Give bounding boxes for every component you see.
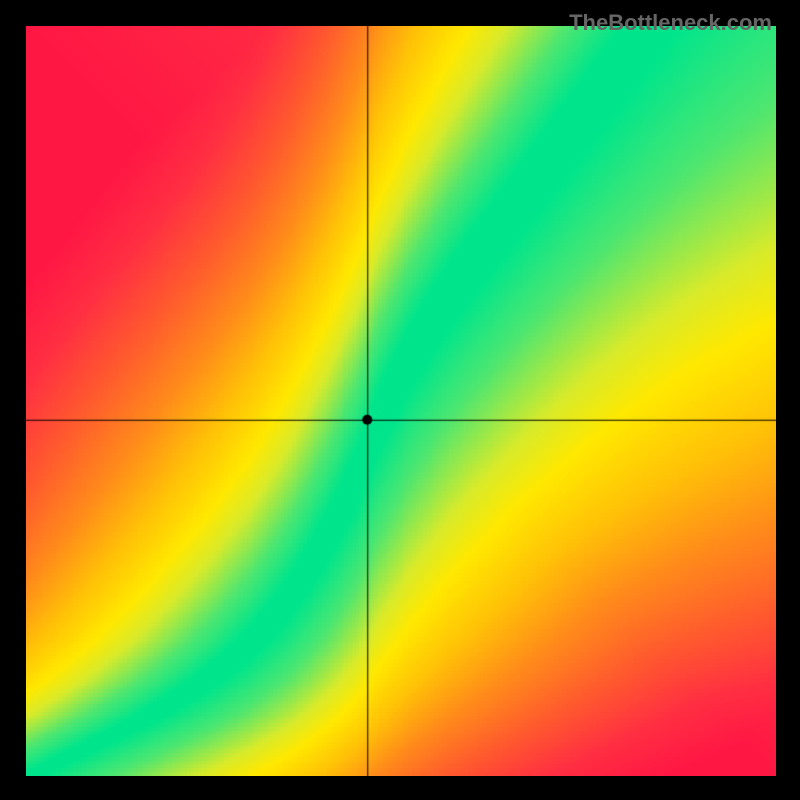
bottleneck-heatmap <box>26 26 776 776</box>
watermark-text: TheBottleneck.com <box>569 10 772 36</box>
